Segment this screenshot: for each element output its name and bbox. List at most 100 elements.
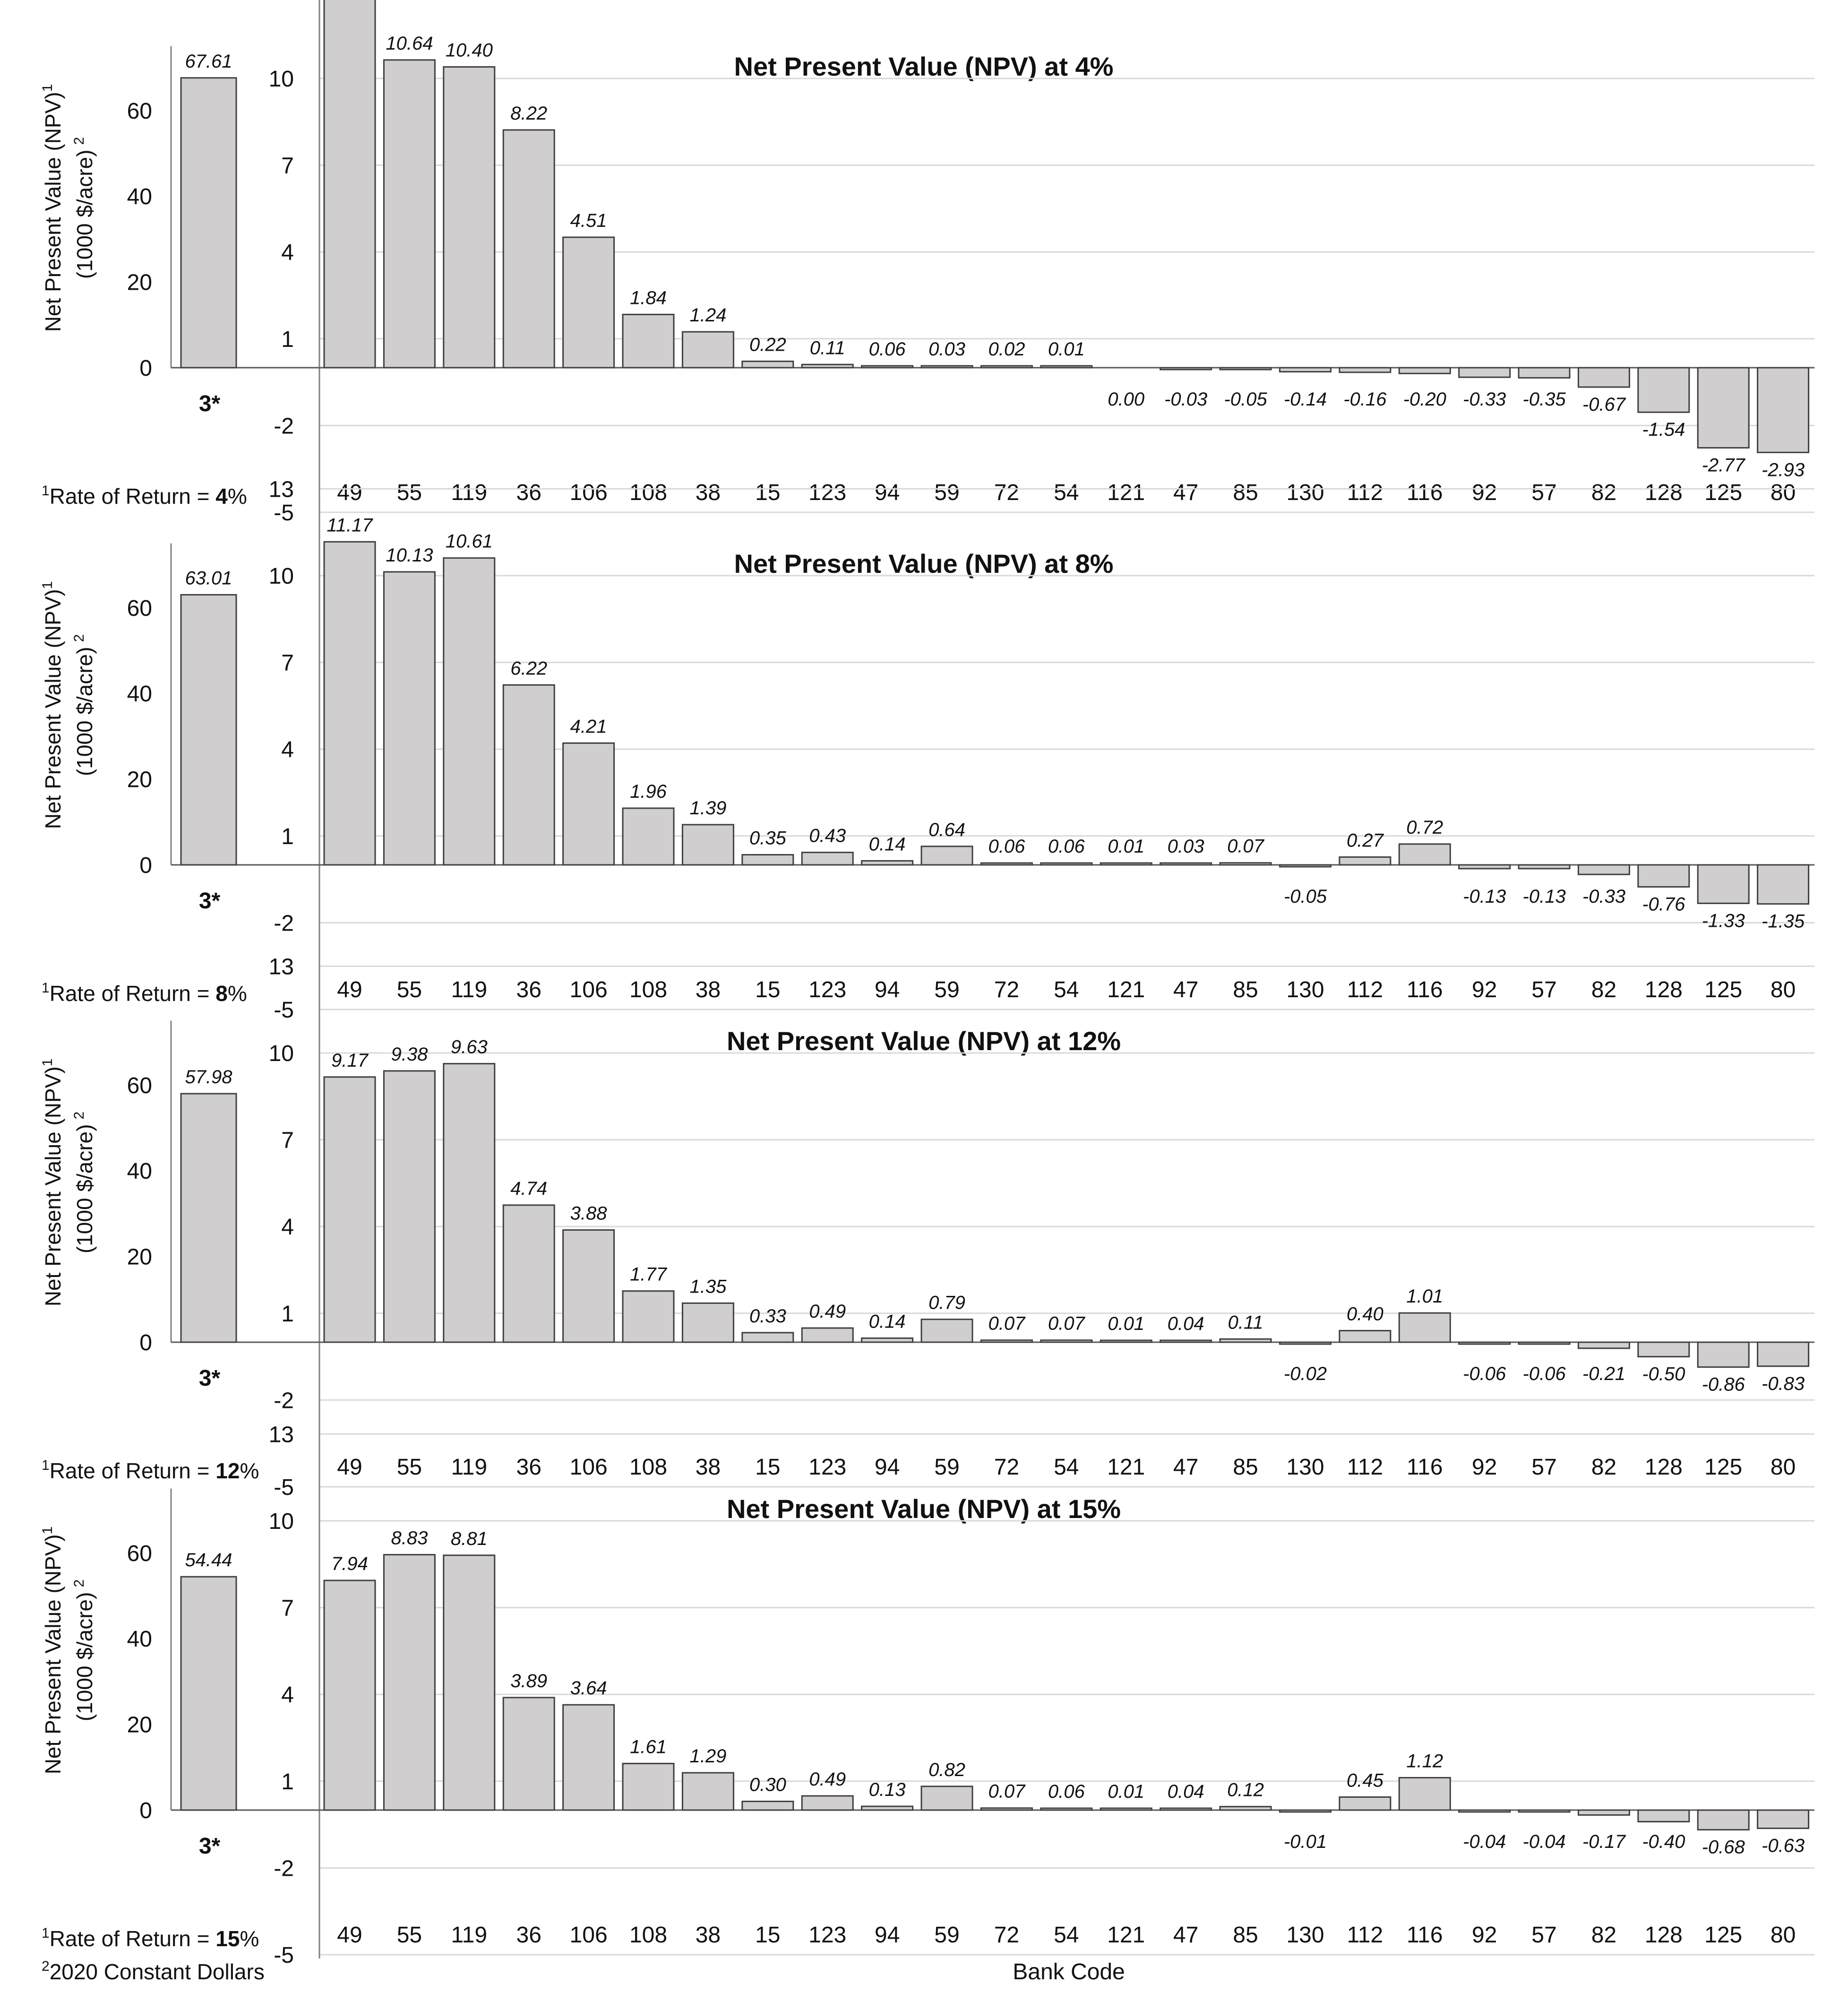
category-label: 112 <box>1347 977 1384 1002</box>
category-label: 47 <box>1173 1923 1198 1948</box>
panel-title: Net Present Value (NPV) at 4% <box>734 52 1114 81</box>
category-label: 59 <box>934 480 959 505</box>
value-label-106: 4.21 <box>570 716 607 737</box>
rate-note-prefix: Rate of Return = <box>50 1926 216 1951</box>
category-label: 116 <box>1407 1455 1443 1480</box>
left-axis-tick: 0 <box>139 356 152 381</box>
category-label: 36 <box>516 977 542 1002</box>
category-label: 36 <box>516 480 542 505</box>
category-label: 80 <box>1771 1455 1796 1480</box>
footnote-text: 2020 Constant Dollars <box>50 1959 265 1984</box>
value-label-47: 0.04 <box>1168 1313 1204 1334</box>
left-axis-tick: 20 <box>127 270 152 295</box>
left-axis-tick: 20 <box>127 1713 152 1738</box>
rate-note: 1Rate of Return = 12% <box>42 1458 259 1483</box>
right-axis-tick: 10 <box>269 564 294 589</box>
value-label-54: 0.06 <box>1048 1781 1085 1802</box>
left-axis-tick: 60 <box>127 1073 152 1098</box>
bar-38 <box>681 1302 734 1343</box>
bar-106 <box>562 742 615 866</box>
bar-38 <box>681 1772 734 1811</box>
bar-94 <box>861 1805 914 1811</box>
bar-106 <box>562 1704 615 1811</box>
footnote-constant-dollars: 22020 Constant Dollars <box>42 1958 265 1984</box>
right-axis-tick: -5 <box>274 998 294 1023</box>
category-label: 108 <box>629 977 667 1002</box>
category-label: 57 <box>1531 977 1556 1002</box>
rate-note-marker: 1 <box>42 483 50 499</box>
value-label-15: 0.33 <box>749 1306 786 1327</box>
category-label: 72 <box>994 1923 1019 1948</box>
value-label-47: 0.04 <box>1168 1781 1204 1802</box>
bar-123 <box>801 1327 854 1343</box>
y-axis-label-sup: 1 <box>40 84 55 92</box>
value-label-38: 1.39 <box>689 798 726 819</box>
category-label: 57 <box>1531 1923 1556 1948</box>
bar-85 <box>1219 1338 1272 1343</box>
category-label: 38 <box>696 1455 721 1480</box>
category-label: 116 <box>1407 977 1443 1002</box>
left-axis-tick: 40 <box>127 1627 152 1652</box>
bar-80 <box>1757 1809 1810 1829</box>
rate-note: 1Rate of Return = 8% <box>42 980 247 1006</box>
category-label: 112 <box>1347 480 1384 505</box>
category-label: 49 <box>337 1455 362 1480</box>
value-label-55: 8.83 <box>391 1528 428 1549</box>
category-label: 54 <box>1054 480 1079 505</box>
y-axis-label-main: Net Present Value (NPV) <box>41 589 65 829</box>
rate-note: 1Rate of Return = 4% <box>42 483 247 509</box>
y-axis-unit-text: (1000 $/acre) <box>72 1592 97 1722</box>
left-axis-tick: 0 <box>139 853 152 878</box>
category-label: 49 <box>337 480 362 505</box>
category-label: 123 <box>808 1455 846 1480</box>
category-label: 54 <box>1054 1923 1079 1948</box>
value-label-15: 0.22 <box>749 335 786 355</box>
category-label: 85 <box>1233 977 1258 1002</box>
value-label-59: 0.82 <box>928 1760 965 1780</box>
value-label-108: 1.96 <box>630 781 667 802</box>
value-label-57: -0.35 <box>1522 389 1566 410</box>
category-label: 108 <box>629 480 667 505</box>
bar-130 <box>1279 1341 1332 1345</box>
rate-note-marker: 1 <box>42 1458 50 1473</box>
right-axis-tick: 4 <box>281 1215 294 1240</box>
y-axis-unit-sup: 2 <box>71 1112 87 1120</box>
y-axis-label-sup: 1 <box>40 1527 55 1535</box>
category-label: 92 <box>1472 1923 1497 1948</box>
category-label: 85 <box>1233 1455 1258 1480</box>
value-label-82: -0.17 <box>1582 1831 1626 1852</box>
value-label-94: 0.13 <box>869 1779 906 1800</box>
bar-128 <box>1637 864 1690 888</box>
category-label: 15 <box>755 480 780 505</box>
y-axis-unit-text: (1000 $/acre) <box>72 150 97 279</box>
value-label-123: 0.49 <box>809 1769 846 1790</box>
y-axis-label-main: Net Present Value (NPV) <box>41 92 65 332</box>
bar-106 <box>562 1229 615 1343</box>
special-bank-label: 3* <box>199 391 221 416</box>
bar-106 <box>562 236 615 369</box>
right-axis-tick: -5 <box>274 1943 294 1968</box>
category-label: 125 <box>1704 1923 1742 1948</box>
panel-npv-12: Net Present Value (NPV) at 12%-5-2147101… <box>40 923 1814 1500</box>
right-axis-tick: -5 <box>274 500 294 526</box>
right-axis-tick: 13 <box>269 477 294 502</box>
value-label-80: -0.63 <box>1762 1836 1805 1856</box>
right-axis-tick: -2 <box>274 911 294 936</box>
bar-36 <box>502 1697 555 1811</box>
category-label: 36 <box>516 1923 542 1948</box>
value-label-85: 0.11 <box>1228 1312 1264 1333</box>
value-label-116: 1.01 <box>1406 1286 1443 1307</box>
value-label-80: -2.93 <box>1762 459 1805 480</box>
right-axis-tick: 7 <box>281 1128 294 1153</box>
bar-15 <box>741 361 794 369</box>
bar-59 <box>920 365 973 369</box>
value-label-119: 10.40 <box>446 40 493 61</box>
value-label-55: 9.38 <box>391 1044 428 1065</box>
category-label: 57 <box>1531 1455 1556 1480</box>
value-label-128: -0.40 <box>1642 1831 1685 1852</box>
rate-note: 1Rate of Return = 15% <box>42 1925 259 1951</box>
bar-49 <box>323 1076 376 1343</box>
value-label-123: 0.43 <box>809 826 846 846</box>
bar-119 <box>443 1063 496 1343</box>
bar-82 <box>1577 367 1630 388</box>
